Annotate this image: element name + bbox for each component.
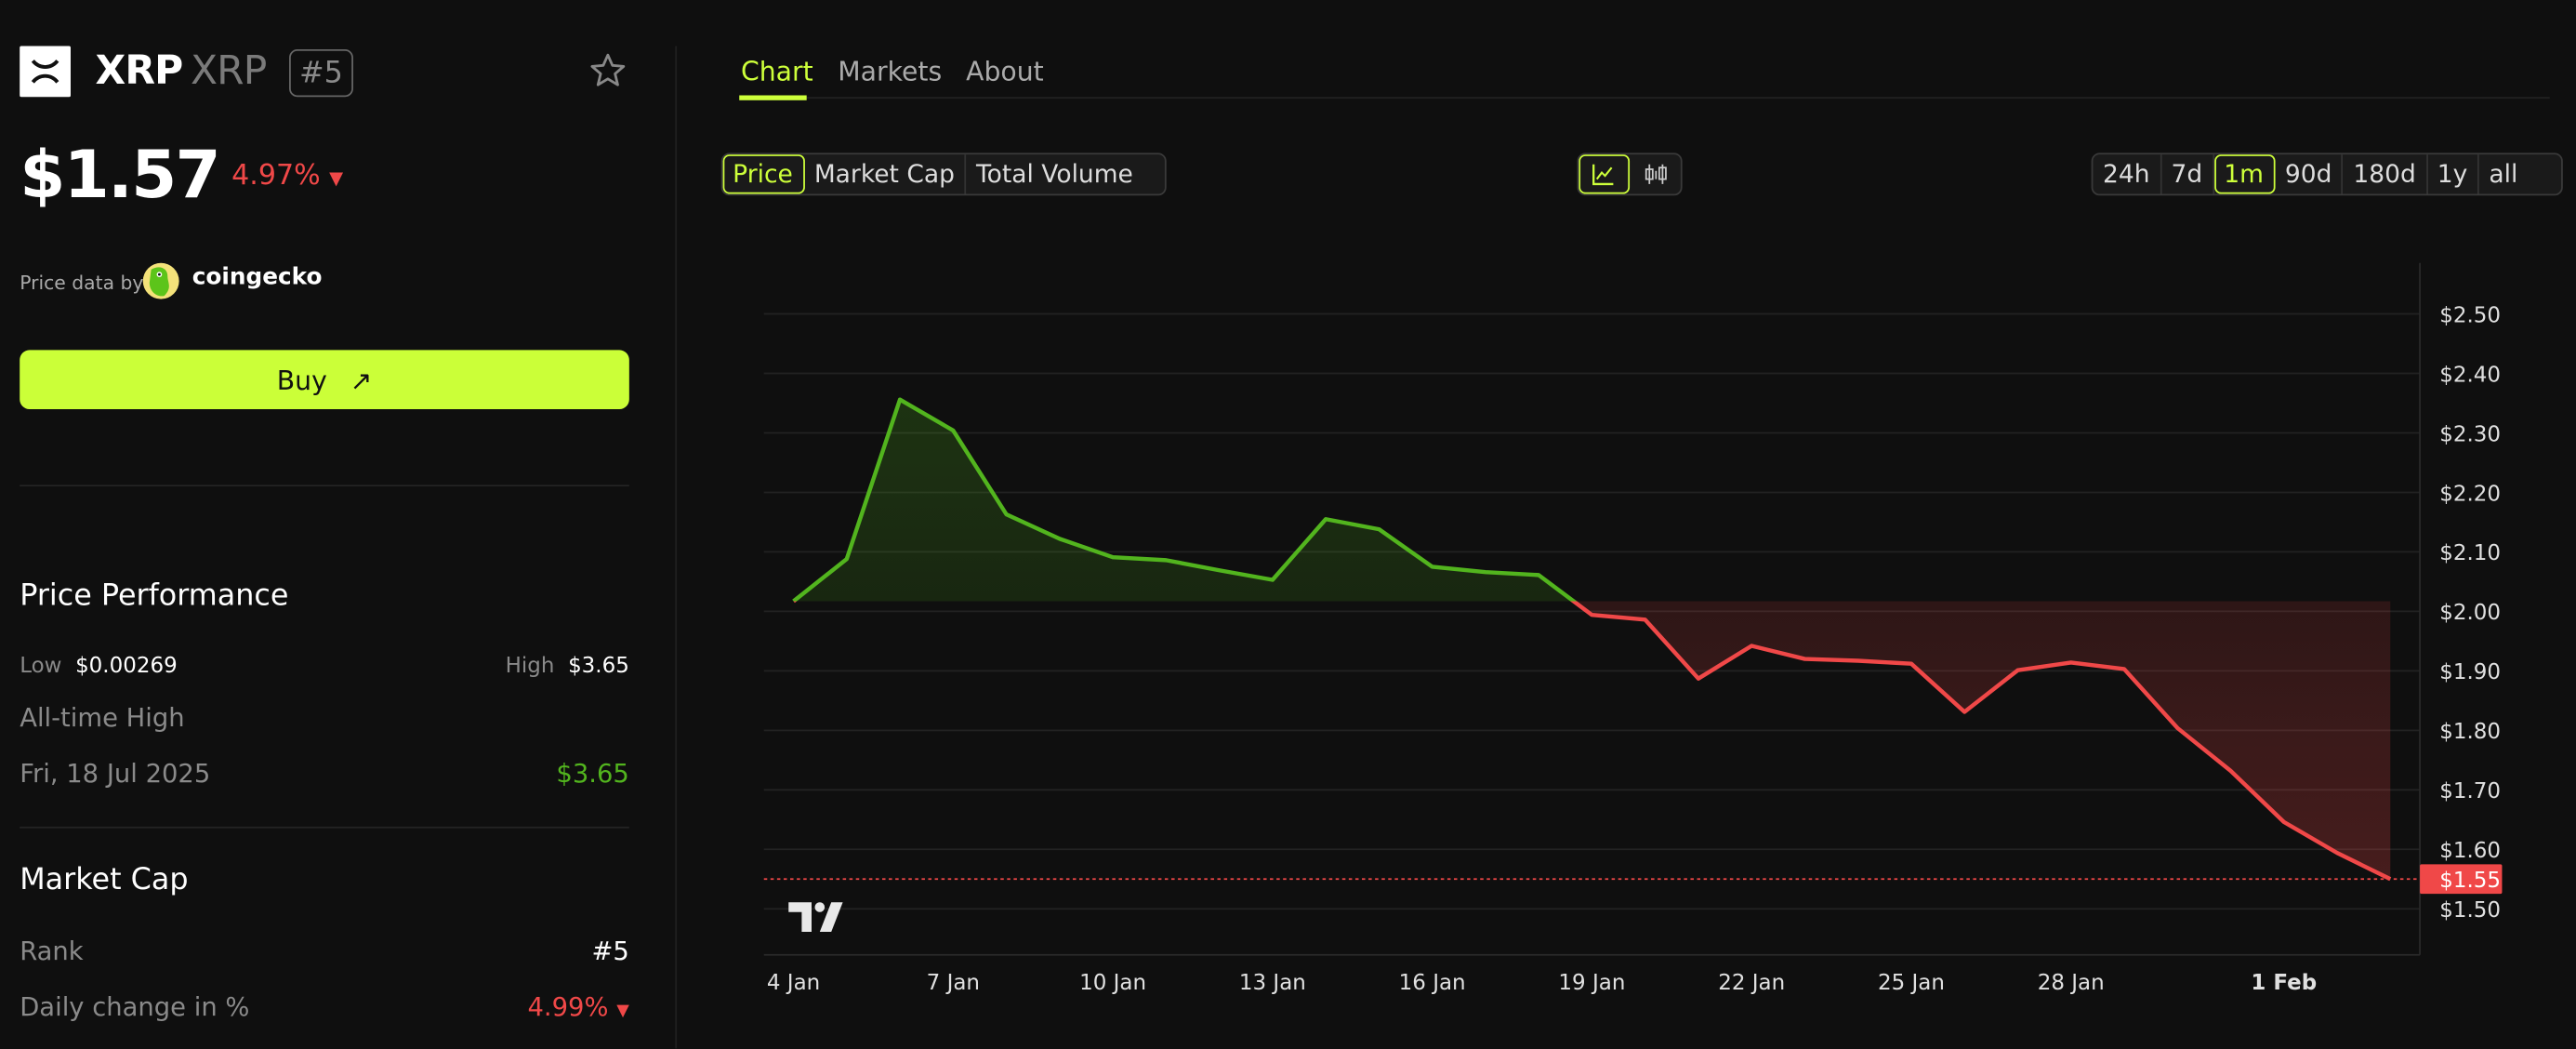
ath-value: $3.65 [556,759,629,790]
logo-part [814,902,826,912]
buy-button[interactable]: Buy ↗ [20,350,629,410]
logo-part [788,902,812,933]
coingecko-logo-icon [142,262,179,299]
x-tick-label: 16 Jan [1399,971,1466,995]
daily-change: 4.99% ▼ [527,992,628,1022]
coingecko-link[interactable]: coingecko [192,264,323,291]
metric-market-cap-button[interactable]: Market Cap [804,154,967,194]
down-triangle-icon: ▼ [616,1002,629,1021]
high-row: High $3.65 [506,654,629,679]
tabs-divider [739,97,2550,100]
y-tick-label: $2.30 [2439,422,2501,446]
xrp-logo-icon [20,46,71,98]
x-tick-label: 7 Jan [927,971,980,995]
y-tick-label: $2.40 [2439,363,2501,387]
daily-change-label: Daily change in % [20,992,250,1023]
logo-part [819,902,843,933]
buy-label: Buy [276,364,327,396]
x-tick-label: 1 Feb [2251,971,2317,995]
tab-chart[interactable]: Chart [741,56,813,87]
price-line-up [792,397,1578,602]
current-price: $1.57 [20,138,221,214]
range-1y-button[interactable]: 1y [2427,154,2479,194]
market-cap-title: Market Cap [20,862,189,897]
y-tick-label: $2.50 [2439,303,2501,327]
arrow-up-right-icon: ↗ [350,364,373,396]
ath-date: Fri, 18 Jul 2025 [20,759,211,790]
y-tick-label: $1.90 [2439,660,2501,684]
down-triangle-icon: ▼ [329,167,344,190]
rank-label: Rank [20,936,84,967]
ath-label: All-time High [20,703,185,734]
candlestick-button[interactable] [1630,154,1681,193]
y-tick-label: $1.70 [2439,779,2501,803]
divider [20,485,629,487]
range-90d-button[interactable]: 90d [2275,154,2344,194]
x-tick-label: 4 Jan [767,971,820,995]
low-value: $0.00269 [75,654,178,679]
current-price-label: $1.55 [2439,869,2501,893]
x-tick-label: 19 Jan [1558,971,1625,995]
range-1m-button[interactable]: 1m [2213,154,2276,194]
high-value: $3.65 [568,654,629,679]
price-change: 4.97% ▼ [231,159,343,192]
metric-selector: Price Market Cap Total Volume [720,153,1167,196]
coin-name: XRP [95,47,183,94]
y-tick-label: $2.10 [2439,541,2501,565]
price-performance-title: Price Performance [20,578,289,614]
tab-about[interactable]: About [966,56,1044,87]
divider [20,826,629,829]
range-all-button[interactable]: all [2489,159,2518,190]
star-icon[interactable] [588,51,627,90]
down-area [793,601,2391,880]
x-tick-label: 28 Jan [2038,971,2105,995]
price-line-down [793,601,2392,882]
x-tick-label: 25 Jan [1878,971,1945,995]
low-label: Low [20,654,62,679]
metric-total-volume-button[interactable]: Total Volume [975,159,1133,190]
active-tab-indicator [739,95,807,100]
y-tick-label: $1.80 [2439,720,2501,744]
attribution-label: Price data by [20,271,144,295]
daily-change-value: 4.99% [527,992,609,1023]
current-price-badge [2420,864,2503,895]
x-tick-label: 13 Jan [1239,971,1306,995]
low-row: Low $0.00269 [20,654,177,679]
range-selector: 24h 7d 1m 90d 180d 1y all [2091,153,2563,196]
x-tick-label: 22 Jan [1718,971,1785,995]
line-chart-icon [1592,164,1614,186]
range-24h-button[interactable]: 24h [2093,154,2161,194]
x-tick-label: 10 Jan [1079,971,1146,995]
metric-price-button[interactable]: Price [722,154,805,194]
range-180d-button[interactable]: 180d [2344,154,2428,194]
chart-type-selector [1577,153,1683,196]
rank-badge: #5 [289,49,353,98]
y-tick-label: $1.60 [2439,839,2501,863]
tradingview-logo-icon [788,902,843,933]
y-tick-label: $2.00 [2439,601,2501,625]
panel-divider [675,46,678,1049]
line-chart-button[interactable] [1579,154,1631,194]
high-label: High [505,654,555,679]
rank-value: #5 [591,936,629,967]
range-7d-button[interactable]: 7d [2161,154,2214,194]
y-tick-label: $2.20 [2439,482,2501,506]
y-tick-label: $1.50 [2439,898,2501,923]
candlestick-icon [1644,164,1666,184]
up-area [793,399,2391,602]
tab-markets[interactable]: Markets [838,56,943,87]
price-change-value: 4.97% [231,159,321,193]
coin-symbol: XRP [190,47,267,94]
